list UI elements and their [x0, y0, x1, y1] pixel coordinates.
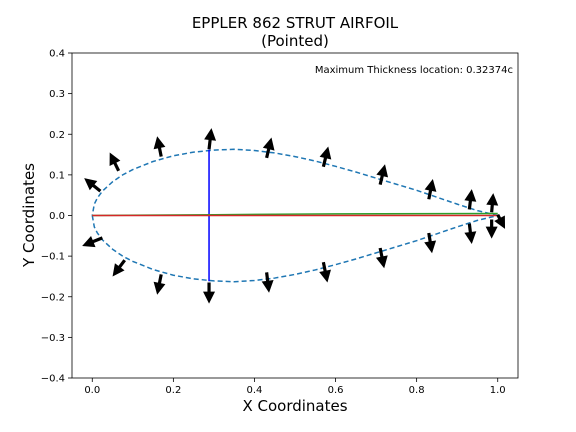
x-tick-label-0: 0.0 [84, 385, 100, 396]
x-tick-label-5: 1.0 [490, 385, 506, 396]
x-axis-label: X Coordinates [242, 397, 347, 415]
axes: 0.0 0.2 0.4 0.6 0.8 1.0 0.4 0.3 0.2 0.1 0.0 −0.1 −0.… [41, 49, 519, 396]
chart-title: EPPLER 862 STRUT AIRFOIL [192, 14, 399, 32]
plot-area [91, 148, 498, 283]
normal-arrow-4 [262, 137, 275, 159]
normal-arrow-8 [464, 189, 477, 210]
x-tick-label-4: 0.8 [409, 385, 425, 396]
normal-arrow-0 [84, 178, 102, 193]
y-tick-label-8: −0.4 [41, 374, 65, 385]
normal-arrow-16 [261, 272, 274, 293]
normal-arrow-1 [109, 152, 121, 172]
upper-surface-line [91, 148, 498, 217]
y-tick-label-0: 0.4 [49, 49, 65, 60]
normal-arrow-5 [319, 146, 332, 168]
normal-arrow-7 [424, 178, 437, 200]
normal-arrow-13 [424, 232, 437, 254]
y-axis-label: Y Coordinates [20, 163, 38, 268]
max-thickness-annotation: Maximum Thickness location: 0.32374c [315, 65, 513, 76]
normal-arrow-3 [204, 128, 217, 150]
y-tick-label-5: −0.1 [41, 252, 65, 263]
y-tick-label-1: 0.3 [49, 89, 65, 100]
normal-arrow-12 [464, 223, 477, 244]
normal-arrow-9 [486, 193, 499, 213]
y-tick-label-4: 0.0 [49, 211, 65, 222]
y-tick-label-3: 0.1 [49, 170, 65, 181]
x-tick-label-1: 0.2 [165, 385, 181, 396]
normal-arrow-18 [153, 274, 166, 295]
normal-arrow-14 [375, 247, 388, 269]
normal-vectors [82, 128, 506, 304]
x-tick-label-3: 0.6 [328, 385, 344, 396]
normal-arrow-10 [494, 213, 506, 229]
normal-arrow-15 [319, 261, 331, 283]
normal-arrow-11 [485, 219, 498, 239]
chart-subtitle: (Pointed) [261, 32, 329, 50]
y-tick-label-6: −0.2 [41, 292, 65, 303]
normal-arrow-2 [153, 136, 166, 157]
y-tick-label-2: 0.2 [49, 130, 65, 141]
normal-arrow-6 [376, 164, 389, 185]
normal-arrow-20 [82, 235, 103, 248]
normal-arrow-17 [203, 282, 216, 304]
x-tick-label-2: 0.4 [247, 385, 263, 396]
normal-arrow-19 [112, 259, 126, 277]
y-tick-label-7: −0.3 [41, 333, 65, 344]
lower-surface-line [91, 214, 498, 283]
